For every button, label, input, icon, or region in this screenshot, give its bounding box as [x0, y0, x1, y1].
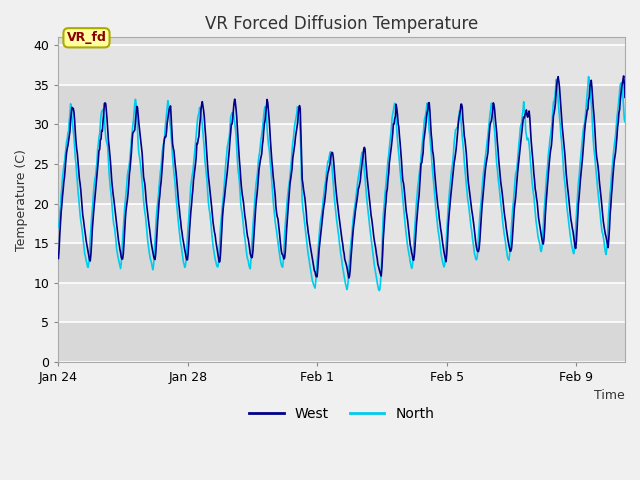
- Line: North: North: [58, 77, 625, 290]
- Legend: West, North: West, North: [243, 401, 440, 426]
- West: [297, 131, 305, 136]
- North: [371, 263, 378, 269]
- North: [585, 74, 593, 80]
- West: [371, 242, 379, 248]
- Bar: [58, 204, 625, 243]
- West: [345, 275, 353, 281]
- Bar: [58, 322, 625, 362]
- Bar: [58, 124, 625, 164]
- North: [337, 255, 345, 261]
- West: [374, 261, 381, 267]
- North: [437, 248, 445, 253]
- West: [437, 226, 445, 232]
- Line: West: West: [58, 76, 625, 278]
- West: [198, 99, 206, 105]
- Bar: [58, 243, 625, 283]
- North: [373, 279, 381, 285]
- West: [620, 73, 627, 79]
- North: [54, 225, 62, 230]
- West: [621, 95, 629, 100]
- Bar: [58, 164, 625, 204]
- North: [297, 150, 305, 156]
- North: [198, 121, 206, 127]
- Title: VR Forced Diffusion Temperature: VR Forced Diffusion Temperature: [205, 15, 478, 33]
- X-axis label: Time: Time: [595, 389, 625, 402]
- Bar: [58, 283, 625, 322]
- West: [54, 256, 62, 262]
- Bar: [58, 45, 625, 85]
- North: [621, 119, 629, 125]
- West: [337, 232, 345, 238]
- Text: VR_fd: VR_fd: [67, 31, 106, 44]
- Y-axis label: Temperature (C): Temperature (C): [15, 149, 28, 251]
- Bar: [58, 85, 625, 124]
- North: [376, 288, 383, 293]
